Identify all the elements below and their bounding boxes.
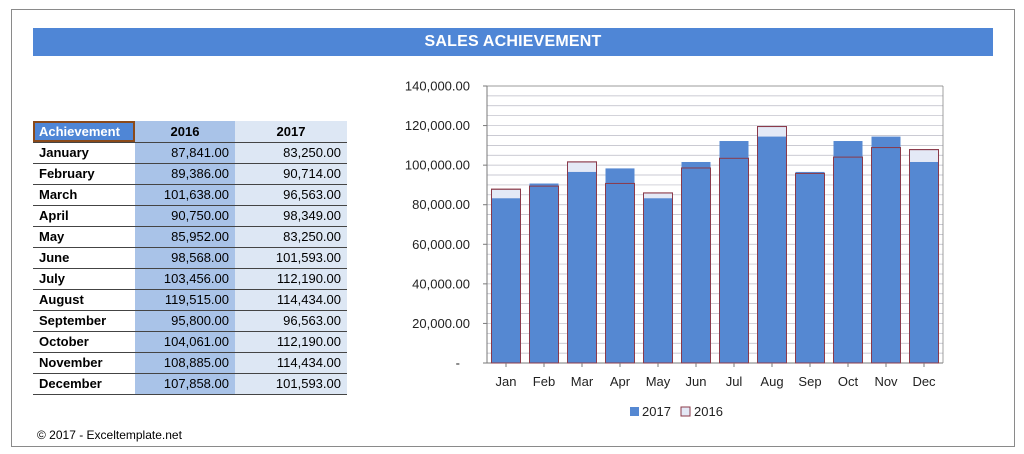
month-cell[interactable]: August (33, 289, 135, 311)
table-row: July 103,456.00 112,190.00 (33, 268, 347, 290)
x-tick-label: Jan (496, 374, 517, 389)
legend-swatch-2017 (630, 407, 639, 416)
x-tick-label: Nov (874, 374, 898, 389)
value-2017-cell[interactable]: 101,593.00 (235, 247, 347, 269)
month-cell[interactable]: January (33, 142, 135, 164)
header-achievement[interactable]: Achievement (33, 121, 135, 143)
x-tick-label: May (646, 374, 671, 389)
y-tick-label: 60,000.00 (412, 237, 470, 252)
bar-2017 (491, 198, 521, 363)
y-tick-label: 100,000.00 (405, 158, 470, 173)
value-2016-cell[interactable]: 90,750.00 (135, 205, 235, 227)
month-cell[interactable]: October (33, 331, 135, 353)
bar-2017 (681, 161, 711, 363)
table-row: December 107,858.00 101,593.00 (33, 373, 347, 395)
table-row: November 108,885.00 114,434.00 (33, 352, 347, 374)
bar-2017 (833, 141, 863, 363)
table-row: March 101,638.00 96,563.00 (33, 184, 347, 206)
table-row: May 85,952.00 83,250.00 (33, 226, 347, 248)
legend-swatch-2016 (680, 406, 691, 417)
month-cell[interactable]: June (33, 247, 135, 269)
copyright-text: © 2017 - Exceltemplate.net (37, 428, 182, 442)
y-tick-label: 120,000.00 (405, 118, 470, 133)
value-2017-cell[interactable]: 90,714.00 (235, 163, 347, 185)
table-row: January 87,841.00 83,250.00 (33, 142, 347, 164)
value-2017-cell[interactable]: 83,250.00 (235, 142, 347, 164)
value-2016-cell[interactable]: 95,800.00 (135, 310, 235, 332)
bar-2017 (757, 136, 787, 363)
legend-label-2017: 2017 (642, 404, 671, 419)
legend-label-2016: 2016 (694, 404, 723, 419)
sales-table: Achievement 2016 2017 January 87,841.00 83… (33, 121, 347, 395)
x-tick-label: Mar (571, 374, 594, 389)
value-2016-cell[interactable]: 103,456.00 (135, 268, 235, 290)
report-title: SALES ACHIEVEMENT (33, 28, 993, 56)
value-2016-cell[interactable]: 98,568.00 (135, 247, 235, 269)
table-row: October 104,061.00 112,190.00 (33, 331, 347, 353)
x-tick-label: Jul (726, 374, 743, 389)
y-tick-label: 20,000.00 (412, 316, 470, 331)
value-2016-cell[interactable]: 107,858.00 (135, 373, 235, 395)
value-2016-cell[interactable]: 119,515.00 (135, 289, 235, 311)
month-cell[interactable]: September (33, 310, 135, 332)
y-tick-label: - (456, 356, 460, 371)
bar-2017 (605, 168, 635, 363)
value-2016-cell[interactable]: 108,885.00 (135, 352, 235, 374)
x-tick-label: Aug (760, 374, 783, 389)
bar-2017 (909, 161, 939, 363)
y-tick-label: 40,000.00 (412, 276, 470, 291)
x-tick-label: Sep (798, 374, 821, 389)
table-row: August 119,515.00 114,434.00 (33, 289, 347, 311)
x-tick-label: Dec (912, 374, 936, 389)
table-header-row: Achievement 2016 2017 (33, 121, 347, 143)
value-2017-cell[interactable]: 101,593.00 (235, 373, 347, 395)
value-2016-cell[interactable]: 87,841.00 (135, 142, 235, 164)
bar-2017 (795, 171, 825, 363)
value-2016-cell[interactable]: 85,952.00 (135, 226, 235, 248)
table-row: September 95,800.00 96,563.00 (33, 310, 347, 332)
month-cell[interactable]: May (33, 226, 135, 248)
table-row: June 98,568.00 101,593.00 (33, 247, 347, 269)
value-2016-cell[interactable]: 101,638.00 (135, 184, 235, 206)
x-tick-label: Oct (838, 374, 859, 389)
bar-2017 (567, 171, 597, 363)
x-tick-label: Feb (533, 374, 555, 389)
bar-2017 (643, 198, 673, 363)
header-2016[interactable]: 2016 (135, 121, 235, 143)
header-2017[interactable]: 2017 (235, 121, 347, 143)
value-2017-cell[interactable]: 112,190.00 (235, 268, 347, 290)
y-tick-label: 80,000.00 (412, 197, 470, 212)
bar-2017 (871, 136, 901, 363)
value-2017-cell[interactable]: 114,434.00 (235, 352, 347, 374)
value-2016-cell[interactable]: 89,386.00 (135, 163, 235, 185)
x-tick-label: Jun (686, 374, 707, 389)
month-cell[interactable]: February (33, 163, 135, 185)
value-2017-cell[interactable]: 96,563.00 (235, 310, 347, 332)
value-2017-cell[interactable]: 96,563.00 (235, 184, 347, 206)
month-cell[interactable]: March (33, 184, 135, 206)
x-tick-label: Apr (610, 374, 631, 389)
month-cell[interactable]: November (33, 352, 135, 374)
value-2017-cell[interactable]: 98,349.00 (235, 205, 347, 227)
bar-2017 (529, 183, 559, 363)
value-2017-cell[interactable]: 112,190.00 (235, 331, 347, 353)
month-cell[interactable]: July (33, 268, 135, 290)
value-2017-cell[interactable]: 114,434.00 (235, 289, 347, 311)
bar-2017 (719, 141, 749, 363)
value-2017-cell[interactable]: 83,250.00 (235, 226, 347, 248)
table-row: February 89,386.00 90,714.00 (33, 163, 347, 185)
month-cell[interactable]: April (33, 205, 135, 227)
value-2016-cell[interactable]: 104,061.00 (135, 331, 235, 353)
month-cell[interactable]: December (33, 373, 135, 395)
table-row: April 90,750.00 98,349.00 (33, 205, 347, 227)
y-tick-label: 140,000.00 (405, 79, 470, 94)
